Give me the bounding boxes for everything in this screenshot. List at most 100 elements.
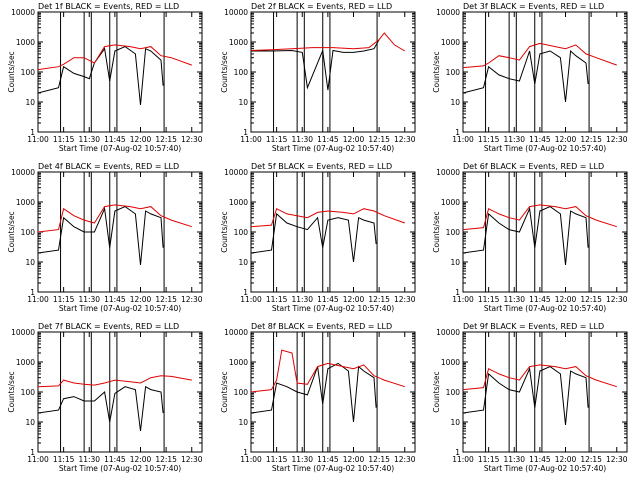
x-tick-label: 11:30 bbox=[503, 295, 525, 304]
y-axis-label: Counts/sec bbox=[7, 51, 16, 92]
x-tick-label: 11:45 bbox=[104, 295, 126, 304]
x-tick-label: 11:00 bbox=[27, 295, 49, 304]
x-tick-label: 11:30 bbox=[291, 295, 313, 304]
x-tick-label: 11:15 bbox=[478, 295, 500, 304]
x-tick-label: 12:00 bbox=[555, 295, 577, 304]
y-tick-label: 10000 bbox=[436, 328, 460, 337]
panel-title: Det 3f BLACK = Events, RED = LLD bbox=[463, 2, 604, 11]
x-tick-label: 12:15 bbox=[155, 295, 177, 304]
x-tick-label: 12:30 bbox=[606, 455, 628, 464]
y-tick-label: 100 bbox=[446, 228, 461, 237]
y-axis-label: Counts/sec bbox=[432, 211, 441, 252]
panel-title: Det 1f BLACK = Events, RED = LLD bbox=[38, 2, 179, 11]
y-tick-label: 10 bbox=[238, 418, 248, 427]
y-tick-label: 1000 bbox=[16, 38, 35, 47]
x-tick-label: 11:15 bbox=[266, 295, 288, 304]
x-tick-label: 11:00 bbox=[27, 135, 49, 144]
x-tick-label: 11:45 bbox=[317, 455, 339, 464]
plot-frame bbox=[250, 11, 416, 133]
panel-title: Det 2f BLACK = Events, RED = LLD bbox=[251, 2, 392, 11]
x-tick-label: 11:30 bbox=[291, 455, 313, 464]
y-tick-label: 10 bbox=[450, 258, 460, 267]
y-tick-label: 10 bbox=[25, 258, 35, 267]
lld-series-line bbox=[462, 364, 617, 391]
x-tick-label: 12:15 bbox=[368, 135, 390, 144]
x-tick-label: 12:30 bbox=[181, 455, 203, 464]
panel-5: Det 5f BLACK = Events, RED = LLD 1 10 100 10… bbox=[220, 162, 416, 313]
events-series-line bbox=[37, 385, 164, 432]
x-tick-label: 12:15 bbox=[368, 455, 390, 464]
x-tick-label: 11:00 bbox=[452, 135, 474, 144]
y-tick-label: 1000 bbox=[441, 358, 460, 367]
y-tick-label: 100 bbox=[446, 388, 461, 397]
y-tick-label: 1000 bbox=[229, 198, 248, 207]
events-series-line bbox=[462, 366, 589, 425]
y-tick-label: 1000 bbox=[229, 38, 248, 47]
x-tick-label: 11:15 bbox=[53, 135, 75, 144]
y-tick-label: 1 bbox=[243, 448, 248, 457]
y-tick-label: 1 bbox=[455, 288, 460, 297]
x-tick-label: 12:30 bbox=[181, 295, 203, 304]
x-tick-label: 12:15 bbox=[155, 135, 177, 144]
x-axis-label: Start Time (07-Aug-02 10:57:40) bbox=[484, 464, 606, 473]
y-tick-label: 1 bbox=[455, 448, 460, 457]
y-tick-label: 10000 bbox=[11, 8, 35, 17]
panel-6: Det 6f BLACK = Events, RED = LLD 1 10 100 10… bbox=[432, 162, 628, 313]
x-tick-label: 11:15 bbox=[478, 135, 500, 144]
y-axis-label: Counts/sec bbox=[7, 211, 16, 252]
x-tick-label: 12:15 bbox=[368, 295, 390, 304]
lld-series-line bbox=[250, 349, 405, 393]
x-axis-label: Start Time (07-Aug-02 10:57:40) bbox=[484, 144, 606, 153]
x-tick-label: 11:00 bbox=[240, 135, 262, 144]
y-tick-label: 10000 bbox=[436, 168, 460, 177]
panel-2: Det 2f BLACK = Events, RED = LLD 1 10 100 10… bbox=[220, 2, 416, 153]
lld-series-line bbox=[250, 32, 406, 52]
panel-4: Det 4f BLACK = Events, RED = LLD 1 10 100 10… bbox=[7, 162, 203, 313]
x-tick-label: 11:45 bbox=[104, 135, 126, 144]
y-tick-label: 100 bbox=[234, 388, 249, 397]
y-tick-label: 100 bbox=[21, 68, 36, 77]
y-axis-label: Counts/sec bbox=[220, 51, 229, 92]
x-tick-label: 12:00 bbox=[130, 135, 152, 144]
plot-frame bbox=[462, 171, 628, 293]
y-axis-label: Counts/sec bbox=[220, 211, 229, 252]
x-tick-label: 12:30 bbox=[394, 295, 416, 304]
x-tick-label: 11:15 bbox=[53, 455, 75, 464]
y-tick-label: 100 bbox=[234, 228, 249, 237]
x-tick-label: 12:00 bbox=[343, 455, 365, 464]
lld-series-line bbox=[37, 375, 192, 388]
x-tick-label: 12:30 bbox=[394, 135, 416, 144]
x-tick-label: 11:15 bbox=[478, 455, 500, 464]
y-tick-label: 10 bbox=[25, 98, 35, 107]
events-series-line bbox=[251, 39, 380, 91]
y-tick-label: 100 bbox=[234, 68, 249, 77]
y-tick-label: 10 bbox=[450, 98, 460, 107]
y-tick-label: 1000 bbox=[441, 198, 460, 207]
x-tick-label: 11:30 bbox=[291, 135, 313, 144]
y-tick-label: 10000 bbox=[11, 328, 35, 337]
x-tick-label: 11:30 bbox=[78, 295, 100, 304]
y-tick-label: 100 bbox=[21, 228, 36, 237]
x-axis-label: Start Time (07-Aug-02 10:57:40) bbox=[272, 144, 394, 153]
x-tick-label: 11:45 bbox=[529, 455, 551, 464]
lld-series-line bbox=[462, 42, 617, 69]
y-tick-label: 1 bbox=[30, 288, 35, 297]
x-tick-label: 11:15 bbox=[266, 135, 288, 144]
y-tick-label: 10 bbox=[238, 98, 248, 107]
x-tick-label: 11:45 bbox=[317, 135, 339, 144]
plot-frame bbox=[37, 171, 203, 293]
panel-7: Det 7f BLACK = Events, RED = LLD 1 10 100 10… bbox=[7, 322, 203, 473]
x-tick-label: 12:30 bbox=[394, 455, 416, 464]
y-tick-label: 10000 bbox=[224, 8, 248, 17]
x-tick-label: 11:00 bbox=[452, 295, 474, 304]
panel-title: Det 9f BLACK = Events, RED = LLD bbox=[463, 322, 604, 331]
panel-9: Det 9f BLACK = Events, RED = LLD 1 10 100 10… bbox=[432, 322, 628, 473]
x-tick-label: 11:00 bbox=[240, 455, 262, 464]
x-tick-label: 12:15 bbox=[155, 455, 177, 464]
y-tick-label: 10000 bbox=[224, 328, 248, 337]
panel-1: Det 1f BLACK = Events, RED = LLD 1 10 100 10… bbox=[7, 2, 203, 153]
events-series-line bbox=[250, 212, 377, 263]
plot-frame bbox=[462, 331, 628, 453]
